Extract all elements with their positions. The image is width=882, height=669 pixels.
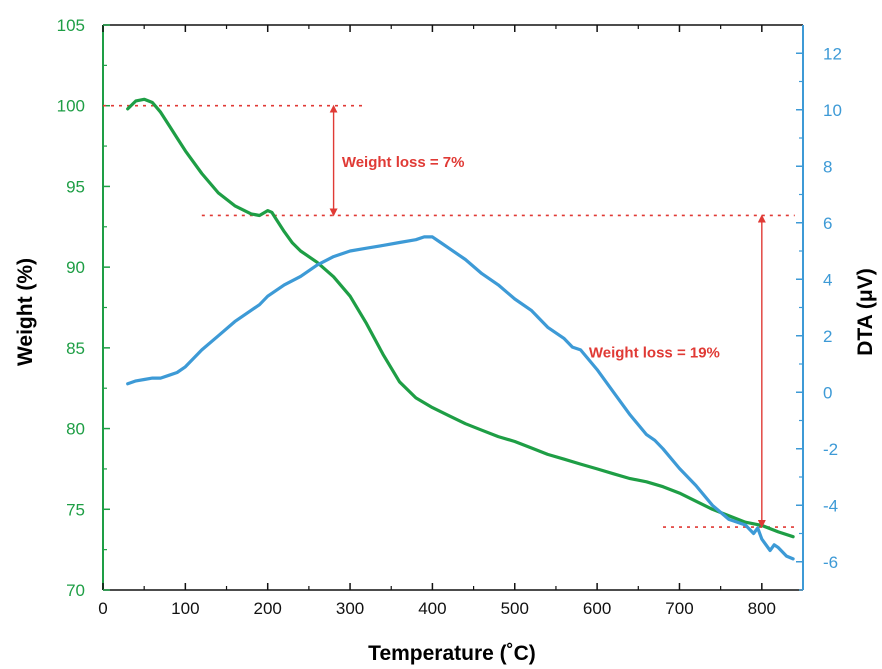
left-tick-label: 70 (66, 581, 85, 600)
weight-series-line (126, 97, 795, 539)
left-axis-ticks: 70 75 80 85 90 95 100 105 (57, 16, 110, 600)
right-tick-label: -4 (823, 496, 838, 515)
weight-loss-label-2: Weight loss = 19% (589, 345, 720, 362)
right-tick-label: 12 (823, 44, 842, 63)
x-tick-label: 700 (665, 599, 693, 618)
x-tick-label: 200 (254, 599, 282, 618)
x-tick-label: 600 (583, 599, 611, 618)
x-tick-label: 800 (748, 599, 776, 618)
right-tick-label: 4 (823, 270, 832, 289)
right-tick-label: 6 (823, 214, 832, 233)
right-tick-label: 0 (823, 383, 832, 402)
plot-frame (102, 24, 804, 591)
x-tick-label: 300 (336, 599, 364, 618)
left-tick-label: 95 (66, 177, 85, 196)
right-axis-title: DTA (μV) (854, 268, 877, 356)
x-axis-ticks: 0 100 200 300 400 500 600 700 800 (98, 25, 776, 618)
left-tick-label: 105 (57, 16, 85, 35)
x-tick-label: 400 (418, 599, 446, 618)
right-tick-label: -6 (823, 553, 838, 572)
x-tick-label: 500 (501, 599, 529, 618)
right-tick-label: 8 (823, 157, 832, 176)
left-tick-label: 100 (57, 97, 85, 116)
right-tick-label: 10 (823, 101, 842, 120)
dta-series-line (126, 235, 795, 561)
weight-loss-label-1: Weight loss = 7% (342, 154, 465, 171)
x-tick-label: 100 (171, 599, 199, 618)
left-tick-label: 85 (66, 339, 85, 358)
x-axis-title: Temperature (˚C) (368, 642, 536, 665)
left-tick-label: 75 (66, 500, 85, 519)
right-tick-label: -2 (823, 440, 838, 459)
reference-lines (103, 104, 795, 528)
left-tick-label: 80 (66, 420, 85, 439)
annotations: Weight loss = 7% Weight loss = 19% (329, 104, 766, 529)
left-axis-title: Weight (%) (14, 258, 37, 366)
x-tick-label: 0 (98, 599, 107, 618)
series-lines (126, 97, 795, 561)
left-tick-label: 90 (66, 258, 85, 277)
right-axis-ticks: -6 -4 -2 0 2 4 6 8 10 12 (796, 44, 842, 591)
right-tick-label: 2 (823, 327, 832, 346)
